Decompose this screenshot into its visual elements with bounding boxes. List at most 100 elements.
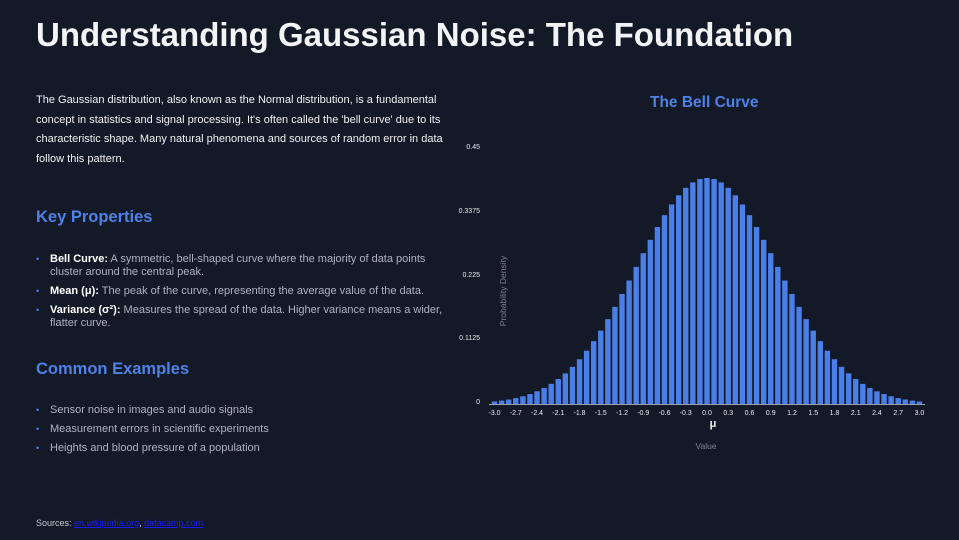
histogram-bar	[647, 239, 654, 404]
histogram-bar	[576, 359, 583, 404]
histogram-bar	[548, 383, 554, 404]
bullet-icon: •	[36, 443, 40, 453]
histogram-bar	[853, 379, 859, 404]
histogram-bar	[782, 280, 788, 404]
histogram-bar	[909, 400, 916, 404]
histogram-bar	[591, 341, 597, 404]
bullet-icon: •	[36, 254, 40, 264]
x-tick-label: -0.6	[658, 410, 671, 417]
y-tick-label: 0.45	[466, 144, 480, 151]
histogram-bar	[534, 391, 540, 404]
bar-chart-plot	[489, 177, 925, 405]
histogram-bar	[824, 350, 831, 404]
y-tick-label: 0	[476, 399, 480, 406]
histogram-bar	[626, 280, 632, 404]
histogram-bar	[916, 401, 923, 404]
common-examples-list: • Sensor noise in images and audio signal…	[36, 404, 456, 461]
histogram-bar	[711, 179, 717, 404]
histogram-bar	[633, 266, 639, 404]
histogram-bar	[902, 399, 908, 404]
x-axis-title: Value	[695, 441, 717, 451]
property-text: A symmetric, bell-shaped curve where the…	[50, 253, 426, 278]
x-tick-label: 2.7	[893, 410, 904, 417]
mean-annotation: μ	[709, 418, 717, 430]
x-tick-label: 0.3	[723, 410, 734, 417]
y-tick-label: 0.225	[462, 271, 480, 279]
x-tick-label: -2.7	[509, 410, 522, 417]
histogram-bar	[619, 293, 625, 404]
x-tick-label: 0.9	[765, 410, 776, 417]
x-tick-label: -1.5	[594, 410, 607, 417]
histogram-bar	[675, 195, 682, 404]
histogram-bar	[513, 398, 519, 404]
x-tick-label: -2.4	[531, 410, 544, 417]
histogram-bar	[520, 396, 526, 404]
histogram-bar	[746, 215, 753, 404]
x-tick-label: 3.0	[914, 410, 925, 417]
list-item: • Bell Curve: A symmetric, bell-shaped cu…	[36, 253, 456, 279]
histogram-bar	[867, 387, 873, 404]
property-term: Mean (μ):	[50, 285, 99, 297]
bullet-icon: •	[36, 405, 40, 415]
x-tick-label: 1.8	[829, 410, 840, 417]
histogram-bar	[895, 398, 901, 404]
histogram-bar	[845, 373, 852, 404]
x-tick-label: -3.0	[488, 410, 501, 417]
x-tick-label: 0.6	[744, 410, 755, 417]
histogram-bar	[718, 182, 724, 404]
list-item: • Variance (σ²): Measures the spread of t…	[36, 304, 456, 330]
histogram-bar	[768, 253, 774, 404]
histogram-bar	[569, 366, 576, 404]
histogram-bar	[760, 239, 767, 404]
list-item: • Sensor noise in images and audio signal…	[36, 404, 456, 417]
sources-separator: ,	[139, 518, 145, 528]
histogram-bar	[541, 387, 547, 404]
x-tick-label: -2.1	[552, 410, 565, 417]
histogram-bar	[491, 401, 498, 404]
bullet-icon: •	[36, 424, 40, 434]
chart-title: The Bell Curve	[650, 94, 759, 111]
sources-label: Sources:	[36, 518, 75, 528]
histogram-bar	[697, 179, 703, 404]
histogram-bar	[817, 341, 823, 404]
x-tick-label: -0.3	[679, 410, 692, 417]
histogram-bar	[725, 187, 731, 404]
histogram-bar	[555, 379, 561, 404]
x-tick-label: 1.2	[787, 410, 797, 417]
x-tick-label: 0.0	[702, 410, 712, 417]
histogram-bar	[810, 330, 816, 404]
histogram-bar	[775, 266, 781, 404]
example-text: Sensor noise in images and audio signals	[50, 404, 254, 416]
histogram-bar	[498, 400, 505, 404]
histogram-bar	[668, 204, 675, 404]
bullet-icon: •	[36, 286, 40, 296]
histogram-bar	[838, 366, 845, 404]
bullet-icon: •	[36, 305, 40, 315]
example-text: Measurement errors in scientific experim…	[50, 423, 269, 435]
histogram-bar	[739, 204, 746, 404]
y-tick-label: 0.3375	[458, 207, 480, 215]
intro-paragraph: The Gaussian distribution, also known as…	[36, 94, 443, 165]
x-tick-label: 1.5	[808, 410, 819, 417]
source-link-wikipedia[interactable]: en.wikipedia.org	[74, 518, 140, 528]
list-item: • Mean (μ): The peak of the curve, repres…	[36, 285, 456, 298]
x-tick-label: 2.4	[872, 410, 882, 417]
histogram-bar	[583, 350, 590, 404]
histogram-bar	[640, 253, 646, 404]
histogram-bar	[562, 373, 569, 404]
x-tick-label: -1.8	[573, 410, 586, 417]
list-item: • Measurement errors in scientific experi…	[36, 423, 456, 436]
property-text: The peak of the curve, representing the …	[98, 285, 425, 297]
histogram-bar	[881, 394, 887, 404]
x-tick-label: -1.2	[615, 410, 629, 417]
key-properties-heading: Key Properties	[36, 208, 153, 226]
histogram-bar	[888, 396, 894, 404]
source-link-datacamp[interactable]: datacamp.com	[144, 518, 204, 528]
histogram-bar	[605, 319, 611, 404]
x-tick-label: -0.9	[637, 410, 650, 417]
sources-line: Sources: en.wikipedia.org, datacamp.com	[36, 518, 203, 528]
list-item: • Heights and blood pressure of a populat…	[36, 442, 456, 455]
histogram-bar	[874, 391, 880, 404]
histogram-bar	[789, 293, 795, 404]
histogram-bar	[732, 195, 739, 404]
